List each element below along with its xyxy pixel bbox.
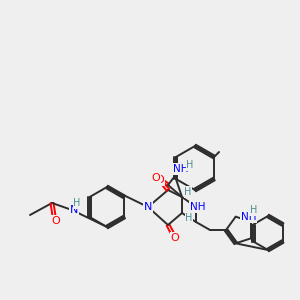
Text: O: O bbox=[171, 233, 179, 243]
Text: NH: NH bbox=[173, 164, 189, 174]
Text: O: O bbox=[152, 173, 160, 183]
Text: H: H bbox=[185, 213, 193, 223]
Text: O: O bbox=[52, 216, 60, 226]
Text: NH: NH bbox=[190, 202, 206, 212]
Text: H: H bbox=[250, 205, 257, 215]
Text: N: N bbox=[70, 205, 78, 215]
Text: H: H bbox=[186, 160, 194, 170]
Text: O: O bbox=[156, 175, 164, 185]
Text: H: H bbox=[73, 198, 81, 208]
Text: H: H bbox=[184, 187, 192, 197]
Text: N: N bbox=[144, 202, 152, 212]
Text: NH: NH bbox=[241, 212, 256, 222]
